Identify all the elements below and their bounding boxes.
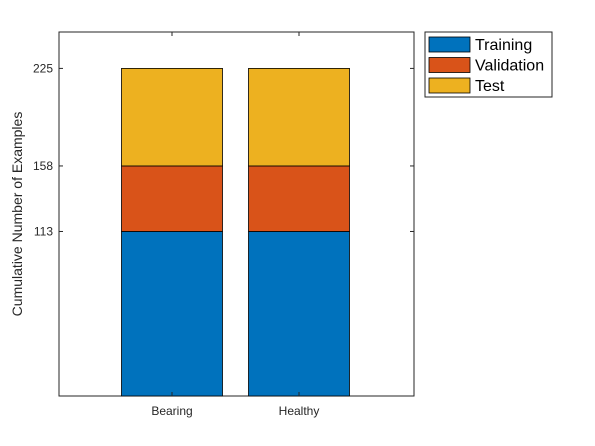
- x-tick-label-bearing: Bearing: [151, 404, 192, 418]
- bar-training-healthy: [248, 231, 350, 397]
- y-tick-label: 158: [33, 159, 53, 173]
- ticks-layer: 113 158 225 Bearing Healthy: [33, 32, 414, 418]
- bar-test-bearing: [121, 68, 223, 167]
- legend-swatch-test: [428, 77, 471, 94]
- legend-label-test: Test: [475, 78, 505, 95]
- bar-validation-healthy: [248, 165, 350, 232]
- bar-test-healthy: [248, 68, 350, 167]
- legend-label-validation: Validation: [475, 58, 544, 75]
- legend-swatch-validation: [428, 57, 471, 73]
- y-tick-label: 225: [33, 61, 53, 75]
- legend: Training Validation Test: [424, 31, 553, 98]
- y-tick-label: 113: [34, 224, 53, 238]
- bar-training-bearing: [121, 231, 223, 397]
- x-tick-label-healthy: Healthy: [279, 404, 320, 418]
- y-axis-label: Cumulative Number of Examples: [9, 112, 25, 317]
- legend-label-training: Training: [475, 37, 532, 54]
- bar-validation-bearing: [121, 165, 223, 232]
- legend-swatch-training: [428, 36, 471, 53]
- bars-layer: [121, 68, 350, 397]
- axes-box: [58, 31, 415, 397]
